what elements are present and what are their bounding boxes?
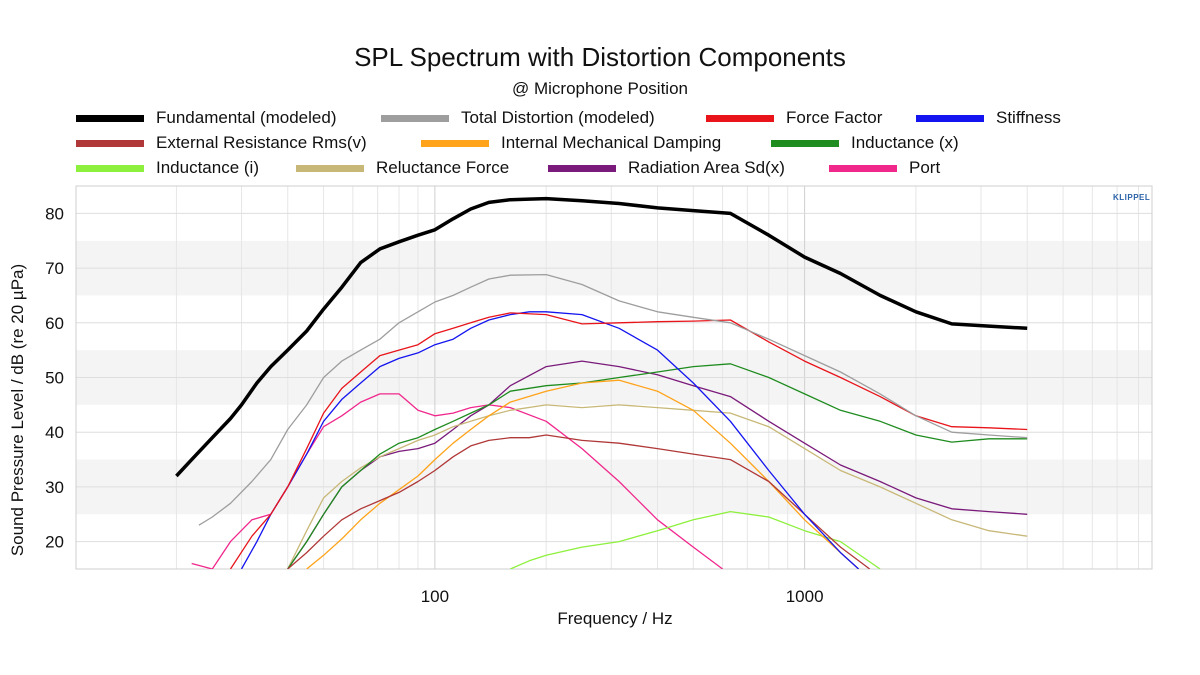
brand-logo: KLIPPEL bbox=[1113, 193, 1151, 202]
chart-title: SPL Spectrum with Distortion Components bbox=[354, 42, 846, 72]
series-line-reluctance-force bbox=[287, 404, 1028, 569]
legend-swatch bbox=[296, 164, 364, 172]
series-line-inductance-x bbox=[287, 363, 1028, 569]
legend-swatch bbox=[76, 164, 144, 172]
legend-item-total-distortion-modeled: Total Distortion (modeled) bbox=[381, 108, 655, 128]
legend-label: Port bbox=[909, 158, 941, 177]
legend-item-fundamental-modeled: Fundamental (modeled) bbox=[76, 108, 336, 128]
legend-label: Inductance (i) bbox=[156, 158, 259, 177]
legend-item-force-factor: Force Factor bbox=[706, 108, 882, 128]
legend-item-port: Port bbox=[829, 158, 940, 178]
legend-item-reluctance-force: Reluctance Force bbox=[296, 158, 509, 178]
legend-item-external-resistance-rms-v: External Resistance Rms(v) bbox=[76, 133, 367, 153]
legend-swatch bbox=[771, 139, 839, 147]
y-tick-label: 40 bbox=[45, 423, 64, 442]
legend-swatch bbox=[421, 139, 489, 147]
y-tick-label: 80 bbox=[45, 204, 64, 223]
series-line-fundamental-modeled bbox=[175, 196, 1028, 478]
series-line-internal-mechanical-damping bbox=[306, 379, 860, 569]
legend-swatch bbox=[548, 164, 616, 172]
legend-swatch bbox=[381, 114, 449, 122]
legend-item-inductance-x: Inductance (x) bbox=[771, 133, 959, 153]
legend-item-internal-mechanical-damping: Internal Mechanical Damping bbox=[421, 133, 721, 153]
legend-label: Total Distortion (modeled) bbox=[461, 108, 655, 127]
legend-swatch bbox=[706, 114, 774, 122]
legend-label: Inductance (x) bbox=[851, 133, 959, 152]
legend-item-radiation-area-sd-x: Radiation Area Sd(x) bbox=[548, 158, 785, 178]
series-line-external-resistance-rms-v bbox=[287, 434, 871, 569]
legend-label: Stiffness bbox=[996, 108, 1061, 127]
series-line-radiation-area-sd-x bbox=[287, 360, 1028, 569]
legend-swatch bbox=[76, 139, 144, 147]
legend-label: Fundamental (modeled) bbox=[156, 108, 337, 127]
legend-item-inductance-i: Inductance (i) bbox=[76, 158, 259, 178]
series-line-stiffness bbox=[240, 311, 860, 569]
plot-frame bbox=[75, 185, 1153, 570]
y-tick-label: 70 bbox=[45, 259, 64, 278]
legend-label: External Resistance Rms(v) bbox=[156, 133, 367, 152]
x-tick-label: 1000 bbox=[786, 587, 824, 606]
legend-label: Reluctance Force bbox=[376, 158, 510, 177]
y-tick-label: 60 bbox=[45, 314, 64, 333]
y-tick-label: 20 bbox=[45, 533, 64, 552]
x-tick-label: 100 bbox=[421, 587, 449, 606]
series-line-force-factor bbox=[229, 312, 1028, 569]
x-axis-label: Frequency / Hz bbox=[557, 609, 673, 628]
legend-swatch bbox=[916, 114, 984, 122]
legend-item-stiffness: Stiffness bbox=[916, 108, 1061, 128]
series-line-total-distortion-modeled bbox=[198, 273, 1028, 526]
y-tick-label: 50 bbox=[45, 369, 64, 388]
legend-label: Force Factor bbox=[786, 108, 883, 127]
legend: Fundamental (modeled) Total Distortion (m… bbox=[0, 0, 1200, 190]
legend-label: Internal Mechanical Damping bbox=[501, 133, 722, 152]
series-line-inductance-i bbox=[510, 510, 881, 569]
chart-subtitle: @ Microphone Position bbox=[511, 79, 688, 98]
legend-label: Radiation Area Sd(x) bbox=[628, 158, 785, 177]
y-axis-label: Sound Pressure Level / dB (re 20 µPa) bbox=[8, 263, 27, 557]
legend-swatch bbox=[829, 164, 897, 172]
y-tick-label: 30 bbox=[45, 478, 64, 497]
series-line-port bbox=[191, 393, 723, 569]
legend-swatch bbox=[76, 114, 144, 122]
